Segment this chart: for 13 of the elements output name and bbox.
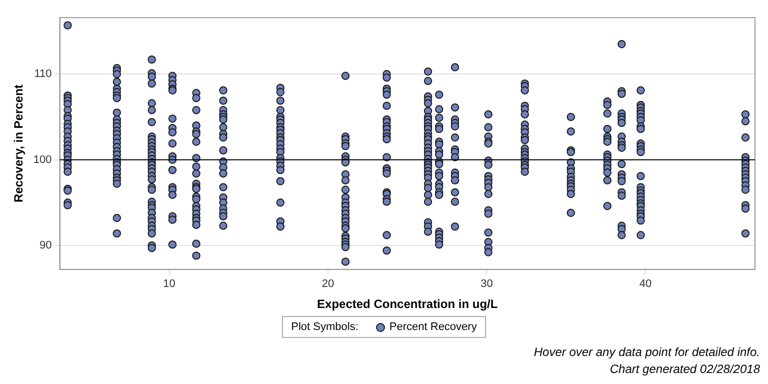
text: Chart generated 02/28/2018	[608, 361, 760, 378]
x-tick-label: 20	[322, 278, 334, 290]
legend-title: Plot Symbols:	[291, 321, 358, 333]
x-axis-title: Expected Concentration in ug/L	[317, 297, 498, 312]
y-axis-title: Recovery, in Percent	[12, 84, 26, 202]
y-tick-label: 100	[33, 154, 52, 166]
legend-label: Percent Recovery	[389, 321, 477, 333]
text: Hover over any data point for detailed info.	[532, 344, 760, 361]
x-tick-label: 30	[480, 278, 493, 290]
y-tick-label: 90	[40, 239, 52, 252]
y-tick-label: 110	[34, 68, 52, 80]
x-tick-label: 40	[639, 278, 652, 290]
x-tick-label: 10	[163, 278, 176, 290]
